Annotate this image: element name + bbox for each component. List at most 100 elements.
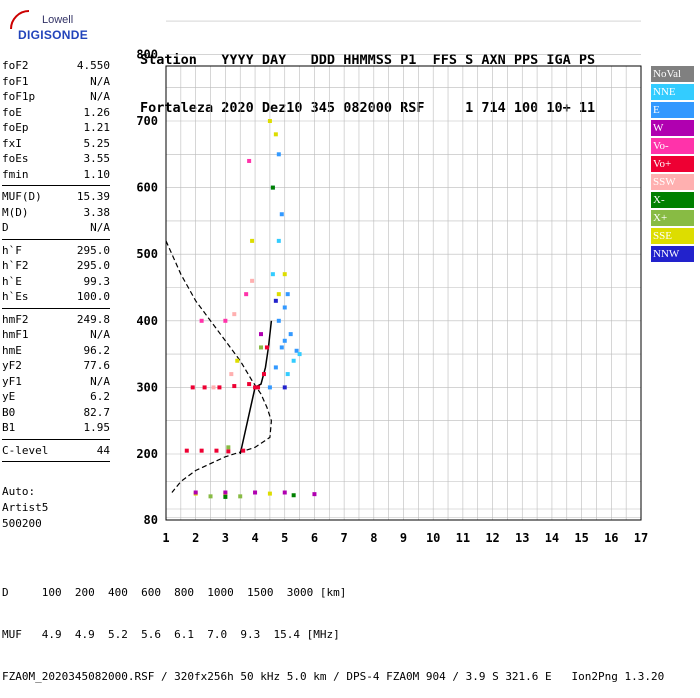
auto-scaling-info: Auto: Artist5 500200 <box>2 484 48 532</box>
y-tick-label: 400 <box>136 314 158 328</box>
data-point-nne <box>276 238 281 243</box>
param-key: B0 <box>2 405 16 419</box>
y-tick-label: 300 <box>136 380 158 394</box>
param-row: h`E 99.3 <box>2 274 110 290</box>
data-point-nne <box>297 352 302 357</box>
data-point-vo- <box>199 448 204 453</box>
param-key: M(D) <box>2 205 29 219</box>
y-tick-label: 80 <box>144 513 158 527</box>
param-key: B1 <box>2 421 16 434</box>
param-key: foE <box>2 105 22 119</box>
param-value: 96.2 <box>83 343 111 357</box>
data-point-x- <box>208 494 213 499</box>
param-value: N/A <box>90 90 110 103</box>
param-separator <box>2 238 110 240</box>
param-value: N/A <box>90 328 110 341</box>
param-key: D <box>2 221 9 234</box>
param-value: 3.38 <box>83 205 111 219</box>
data-point-vo- <box>226 449 231 454</box>
param-key: yE <box>2 390 16 403</box>
data-point-vo- <box>264 345 269 350</box>
data-point-x- <box>223 494 228 499</box>
param-key: hmE <box>2 343 22 357</box>
param-key: yF2 <box>2 359 22 372</box>
data-point-e <box>282 305 287 310</box>
data-point-vo- <box>214 448 219 453</box>
param-row: yE 6.2 <box>2 389 110 405</box>
data-point-vo- <box>247 158 252 163</box>
data-point-vo- <box>232 384 237 389</box>
param-row: h`F 295.0 <box>2 243 110 259</box>
param-value: N/A <box>90 221 110 234</box>
param-row: hmE 96.2 <box>2 343 110 359</box>
data-point-x- <box>226 445 231 450</box>
file-info: FZA0M_2020345082000.RSF / 320fx256h 50 k… <box>2 670 665 683</box>
param-row: MUF(D) 15.39 <box>2 189 110 205</box>
data-point-e <box>294 348 299 353</box>
data-point-vo- <box>256 385 261 390</box>
data-point-e <box>288 332 293 337</box>
data-point-e <box>276 152 281 157</box>
data-point-sse <box>267 491 272 496</box>
data-point-ssw <box>229 372 234 377</box>
param-value: 5.25 <box>83 136 111 150</box>
data-point-x- <box>270 185 275 190</box>
x-tick-label: 5 <box>281 531 288 545</box>
x-tick-label: 10 <box>426 531 440 545</box>
param-value: 99.3 <box>83 274 111 288</box>
footer-info: D 100 200 400 600 800 1000 1500 3000 [km… <box>2 558 664 698</box>
param-row: hmF2 249.8 <box>2 312 110 328</box>
data-point-nnw <box>273 298 278 303</box>
param-row: h`Es 100.0 <box>2 289 110 305</box>
data-point-sse <box>276 292 281 297</box>
param-value: 1.21 <box>83 121 111 134</box>
ionogram-plot: 1 2 3 4 5 6 7 8 9 10 11 12 13 14 15 16 17802003004005006… <box>136 20 648 545</box>
param-row: fxI 5.25 <box>2 136 110 152</box>
x-tick-label: 7 <box>341 531 348 545</box>
param-separator <box>2 461 110 462</box>
header-values: Fortaleza 2020 Dez10 345 082000 RSF 1 71… <box>140 100 596 116</box>
legend-item-nnw: NNW <box>651 246 694 262</box>
data-point-x- <box>291 493 296 498</box>
param-value: 1.95 <box>83 421 111 434</box>
param-key: h`F2 <box>2 259 29 272</box>
param-key: fxI <box>2 136 22 150</box>
param-row: foF1 N/A <box>2 74 110 90</box>
x-tick-label: 3 <box>222 531 229 545</box>
param-value: 4.550 <box>76 59 110 72</box>
legend-item-w: W <box>651 120 694 136</box>
header-labels: Station YYYY DAY DDD HHMMSS P1 FFS S AXN… <box>140 52 596 68</box>
param-row: foEs 3.55 <box>2 151 110 167</box>
legend-item-vo-: Vo- <box>651 138 694 154</box>
param-row: yF2 77.6 <box>2 358 110 374</box>
data-point-sse <box>235 358 240 363</box>
data-point-w <box>193 490 198 495</box>
muf-row: MUF 4.9 4.9 5.2 5.6 6.1 7.0 9.3 15.4 [MH… <box>2 628 340 641</box>
legend-item-x-: X+ <box>651 210 694 226</box>
param-row: foF2 4.550 <box>2 58 110 74</box>
data-point-vo- <box>217 385 222 390</box>
param-value: 6.2 <box>90 390 110 403</box>
data-point-vo- <box>190 385 195 390</box>
data-point-vo- <box>223 318 228 323</box>
param-value: 15.39 <box>76 190 110 203</box>
param-key: h`F <box>2 243 22 257</box>
parameter-table: foF2 4.550 foF1 N/A foF1p N/A foE 1.26 foEp 1.21 f… <box>2 58 110 465</box>
param-value: 249.8 <box>76 312 110 326</box>
auto-code: 500200 <box>2 517 42 530</box>
param-row: D N/A <box>2 220 110 236</box>
legend-item-x-: X- <box>651 192 694 208</box>
data-point-sse <box>267 119 272 123</box>
data-point-w <box>253 490 258 495</box>
x-tick-label: 9 <box>400 531 407 545</box>
param-value: 3.55 <box>83 152 111 165</box>
param-row: hmF1 N/A <box>2 327 110 343</box>
data-point-vo- <box>202 385 207 390</box>
auto-label: Auto: <box>2 485 36 498</box>
x-tick-label: 15 <box>574 531 588 545</box>
param-value: 1.26 <box>83 105 111 119</box>
param-value: 1.10 <box>83 167 111 181</box>
param-value: 295.0 <box>76 243 110 257</box>
param-value: N/A <box>90 374 110 388</box>
data-point-vo- <box>253 385 258 390</box>
